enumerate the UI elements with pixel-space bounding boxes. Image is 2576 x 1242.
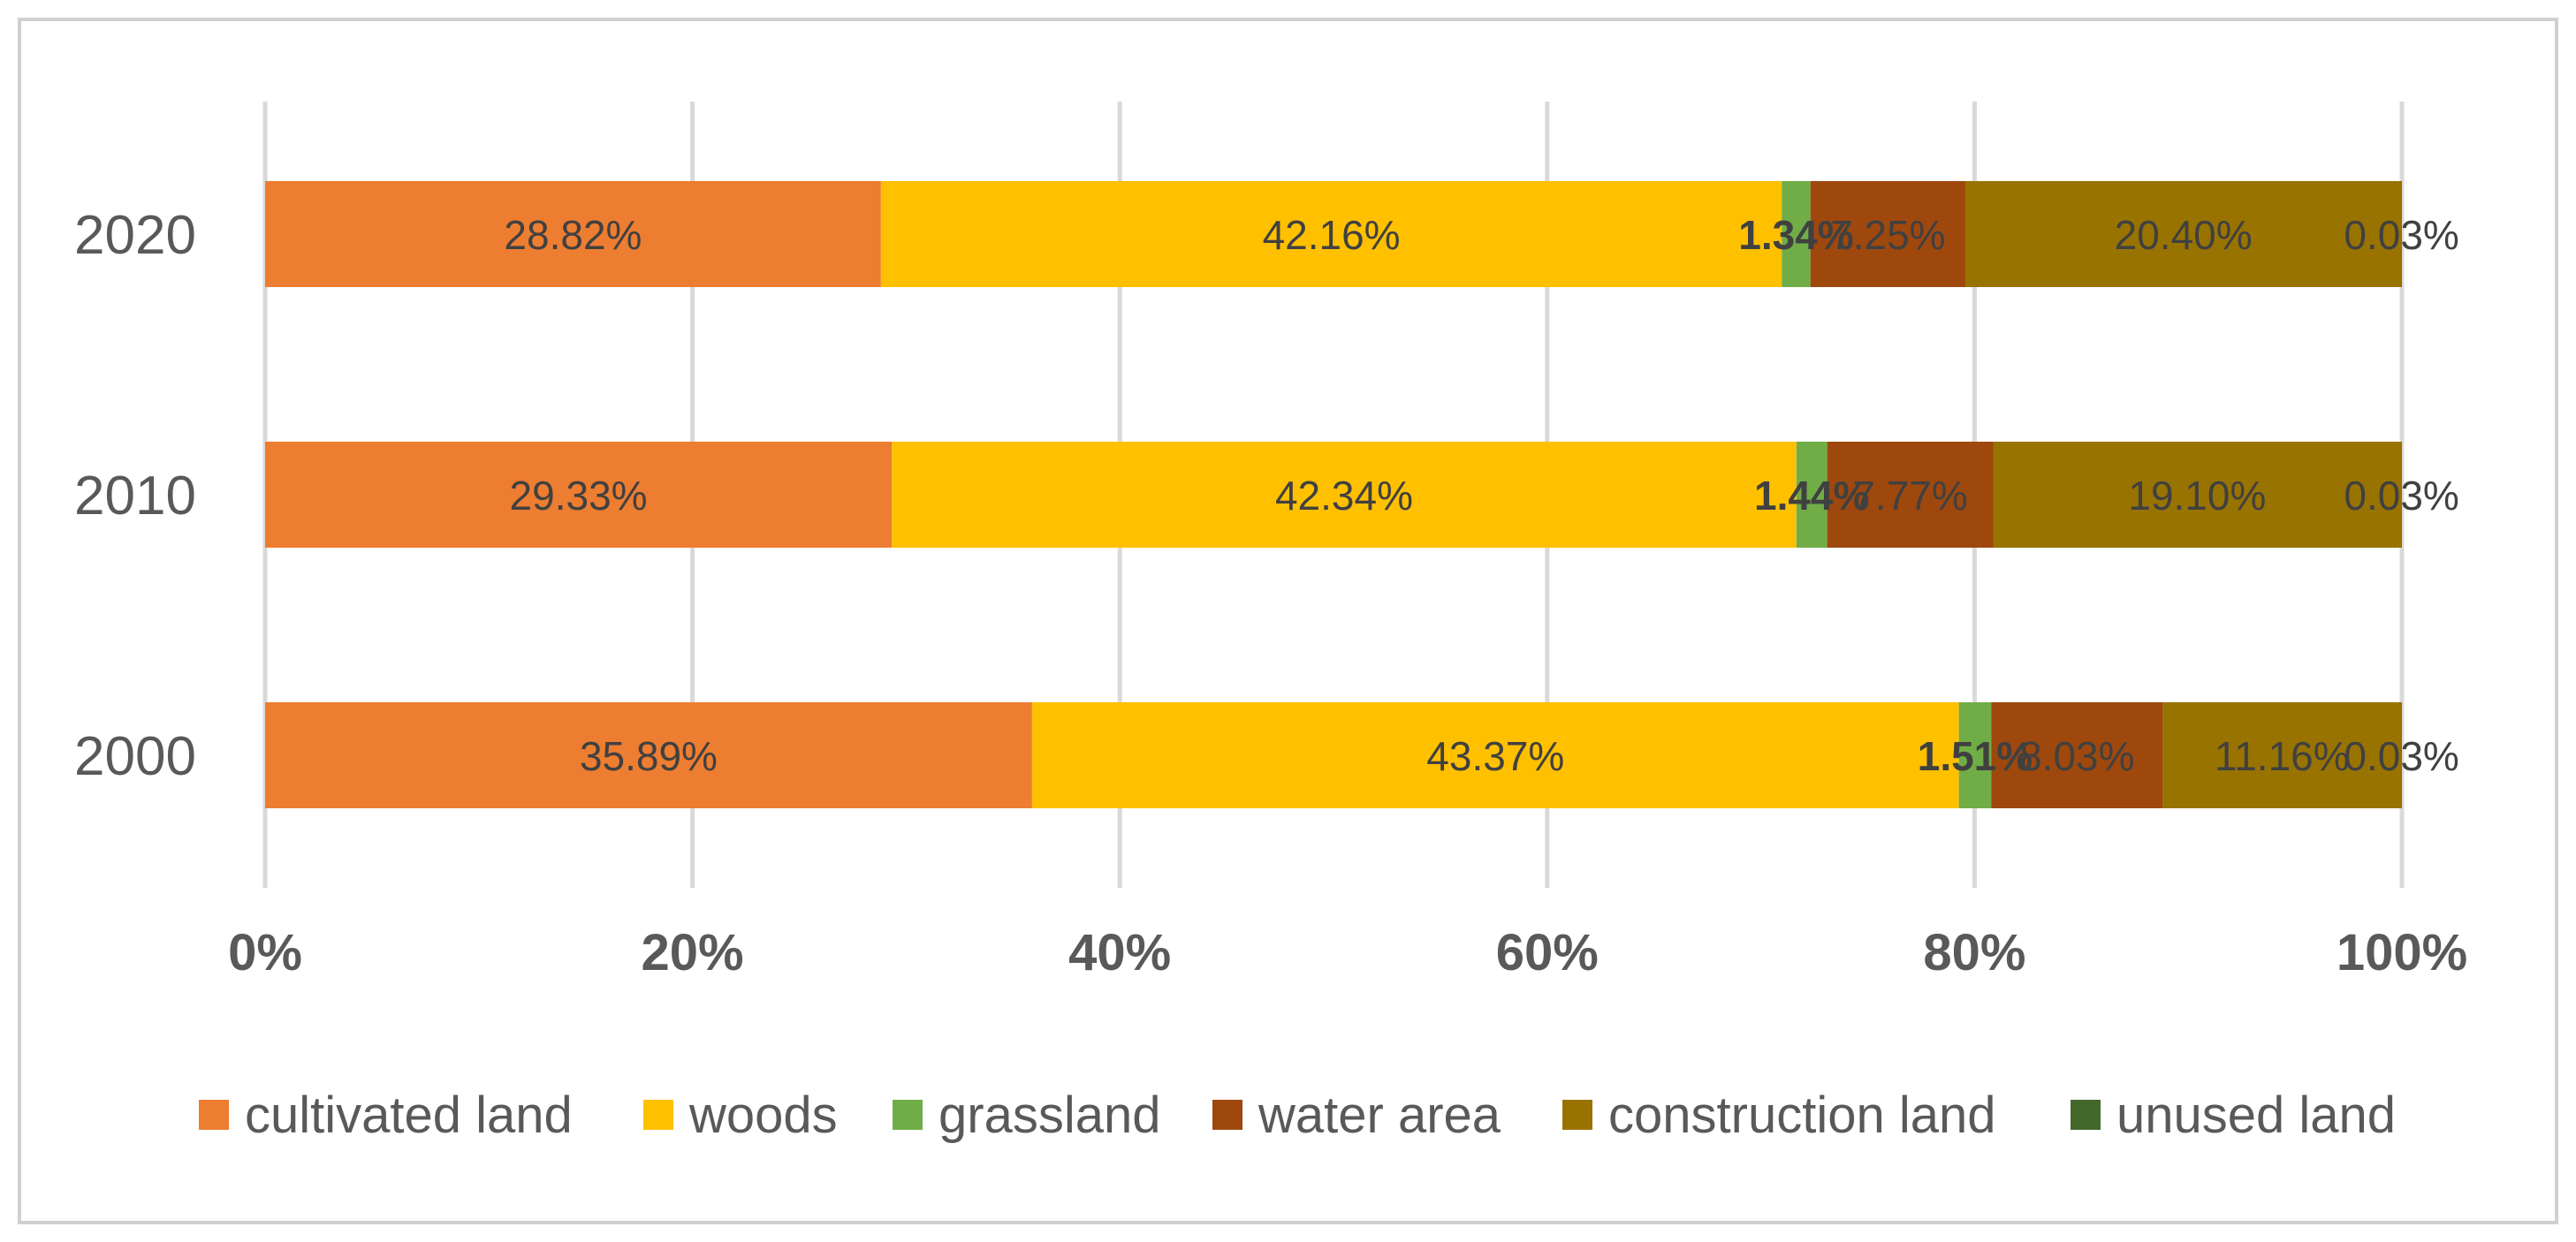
legend-swatch-cultivated-land [199,1100,229,1130]
data-label-water-area-2000: 8.03% [2019,733,2134,779]
bar-water-area-2010 [1827,442,1994,548]
bar-woods-2010 [892,442,1797,548]
bars [265,181,2402,808]
data-label-woods-2000: 43.37% [1426,733,1564,779]
bar-unused-land-2010 [2401,442,2402,548]
x-tick-label: 40% [1068,924,1171,981]
legend-label-unused-land: unused land [2116,1087,2396,1144]
bar-water-area-2020 [1810,181,1966,287]
bar-grassland-2000 [1958,702,1992,808]
bar-cultivated-land-2010 [265,442,893,548]
data-label-woods-2020: 42.16% [1263,212,1401,258]
x-tick-label: 80% [1923,924,2025,981]
category-label-2020: 2020 [74,205,196,266]
legend-swatch-construction-land [1562,1100,1592,1130]
data-label-grassland-2010: 1.44% [1754,473,1869,519]
legend-swatch-grassland [893,1100,923,1130]
bar-grassland-2020 [1782,181,1811,287]
bar-cultivated-land-2020 [265,181,881,287]
legend-label-grassland: grassland [938,1087,1160,1144]
data-label-cultivated-land-2020: 28.82% [504,212,642,258]
legend-label-construction-land: construction land [1608,1087,1995,1144]
bar-grassland-2010 [1796,442,1828,548]
data-label-water-area-2020: 7.25% [1830,212,1945,258]
legend-label-woods: woods [688,1087,838,1144]
bar-woods-2020 [880,181,1782,287]
data-label-grassland-2020: 1.34% [1738,212,1853,258]
x-tick-label: 60% [1496,924,1599,981]
bar-unused-land-2020 [2401,181,2402,287]
bar-cultivated-land-2000 [265,702,1032,808]
data-label-unused-land-2020: 0.03% [2344,212,2458,258]
data-label-construction-land-2020: 20.40% [2115,212,2253,258]
x-tick-label: 100% [2337,924,2467,981]
category-label-2010: 2010 [74,466,196,526]
legend-swatch-woods [643,1100,673,1130]
x-tick-label: 0% [228,924,302,981]
data-labels: 28.82% 42.16% 1.34%7.25% 20.40% 0.03% 29.33% 4… [504,212,2458,779]
data-label-cultivated-land-2010: 29.33% [510,473,648,519]
data-label-water-area-2010: 7.77% [1852,473,1967,519]
data-label-construction-land-2010: 19.10% [2128,473,2266,519]
bar-construction-land-2020 [1965,181,2402,287]
legend-label-water-area: water area [1258,1087,1501,1144]
value-axis: 0% 20% 40% 60% 80% 100% [228,924,2467,981]
data-label-grassland-2000: 1.51% [1918,733,2033,779]
data-label-cultivated-land-2000: 35.89% [580,733,718,779]
bar-woods-2000 [1031,702,1959,808]
data-label-unused-land-2000: 0.03% [2344,733,2458,779]
bar-water-area-2000 [1991,702,2163,808]
data-label-unused-land-2010: 0.03% [2344,473,2458,519]
bar-construction-land-2000 [2162,702,2402,808]
legend: cultivated land woods grassland water area c… [199,1087,2396,1144]
bar-unused-land-2000 [2401,702,2402,808]
category-label-2000: 2000 [74,726,196,787]
bar-construction-land-2010 [1993,442,2402,548]
data-label-construction-land-2000: 11.16% [2215,733,2350,779]
legend-label-cultivated-land: cultivated land [245,1087,573,1144]
data-label-woods-2010: 42.34% [1275,473,1413,519]
x-tick-label: 20% [642,924,744,981]
legend-swatch-unused-land [2071,1100,2101,1130]
category-axis: 2020 2010 2000 [74,205,196,787]
legend-swatch-water-area [1212,1100,1242,1130]
